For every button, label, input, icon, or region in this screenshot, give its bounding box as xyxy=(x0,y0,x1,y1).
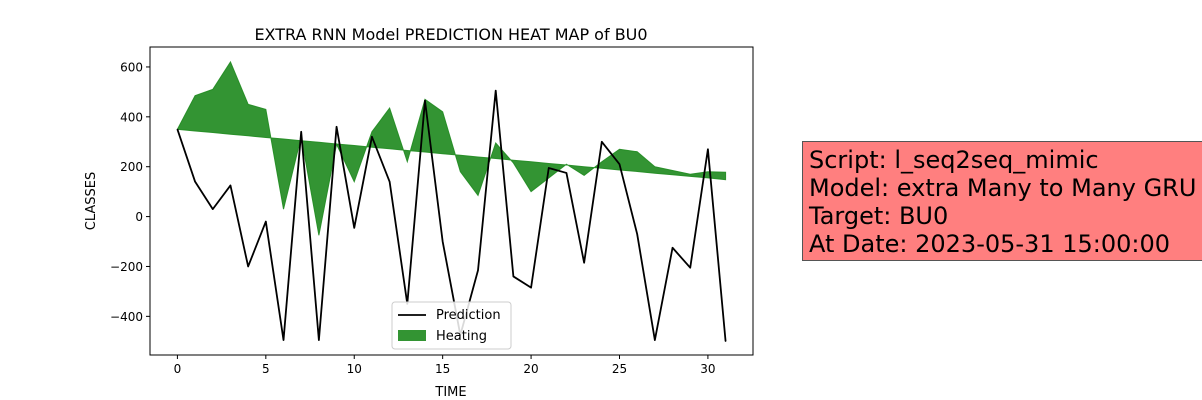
heating-area xyxy=(176,60,727,236)
prediction-point xyxy=(671,247,674,249)
y-tick-label: 400 xyxy=(120,110,143,124)
y-tick-label: −400 xyxy=(110,310,143,324)
info-model: Model: extra Many to Many GRU xyxy=(809,174,1197,202)
x-tick-label: 30 xyxy=(700,362,715,376)
prediction-point xyxy=(654,339,656,341)
info-script: Script: l_seq2seq_mimic xyxy=(809,146,1099,174)
x-tick-label: 10 xyxy=(347,362,362,376)
info-box: Script: l_seq2seq_mimic Model: extra Man… xyxy=(802,141,1202,261)
y-tick-label: 600 xyxy=(120,60,143,74)
y-tick-label: −200 xyxy=(110,260,143,274)
legend-heating-swatch xyxy=(398,330,426,341)
prediction-point xyxy=(229,184,232,187)
prediction-line xyxy=(176,89,727,342)
chart: EXTRA RNN Model PREDICTION HEAT MAP of B… xyxy=(84,25,754,400)
prediction-point xyxy=(565,172,568,174)
prediction-point xyxy=(282,339,285,341)
prediction-point xyxy=(442,240,444,243)
y-tick-label: 200 xyxy=(120,160,143,174)
x-tick-label: 25 xyxy=(612,362,627,376)
prediction-point xyxy=(265,220,267,223)
y-tick-label: 0 xyxy=(135,210,143,224)
prediction-point xyxy=(601,141,603,143)
legend: Prediction Heating xyxy=(391,301,512,350)
info-target: Target: BU0 xyxy=(809,202,949,230)
legend-heating-label: Heating xyxy=(436,329,487,344)
prediction-point xyxy=(176,128,179,130)
prediction-point xyxy=(636,233,638,235)
x-tick-label: 20 xyxy=(523,362,538,376)
prediction-point xyxy=(583,262,585,264)
plot-area xyxy=(176,60,727,342)
x-tick-label: 5 xyxy=(262,362,270,376)
y-axis: −400 −200 0 200 400 600 xyxy=(110,60,150,324)
prediction-point xyxy=(212,208,214,210)
prediction-point xyxy=(477,269,479,271)
info-date: At Date: 2023-05-31 15:00:00 xyxy=(809,230,1171,258)
prediction-point xyxy=(689,267,691,269)
prediction-point xyxy=(335,126,338,128)
prediction-point xyxy=(618,163,621,165)
prediction-point xyxy=(300,131,302,133)
y-axis-label: CLASSES xyxy=(84,172,99,230)
prediction-point xyxy=(548,167,550,169)
prediction-point xyxy=(353,227,355,229)
prediction-point xyxy=(495,90,497,92)
chart-title: EXTRA RNN Model PREDICTION HEAT MAP of B… xyxy=(254,25,647,44)
prediction-point xyxy=(371,136,373,138)
legend-prediction-label: Prediction xyxy=(436,308,501,323)
plot-frame xyxy=(149,46,754,356)
prediction-point xyxy=(707,148,709,150)
x-axis-label: TIME xyxy=(434,385,466,400)
prediction-point xyxy=(512,275,514,278)
x-axis: 0 5 10 15 20 25 30 xyxy=(174,355,716,376)
prediction-point xyxy=(530,287,532,289)
x-tick-label: 15 xyxy=(435,362,450,376)
prediction-point xyxy=(247,265,249,268)
prediction-point xyxy=(724,340,727,342)
x-tick-label: 0 xyxy=(174,362,182,376)
prediction-point xyxy=(424,100,426,102)
prediction-point xyxy=(194,181,196,183)
prediction-point xyxy=(389,181,391,183)
prediction-point xyxy=(318,339,320,341)
